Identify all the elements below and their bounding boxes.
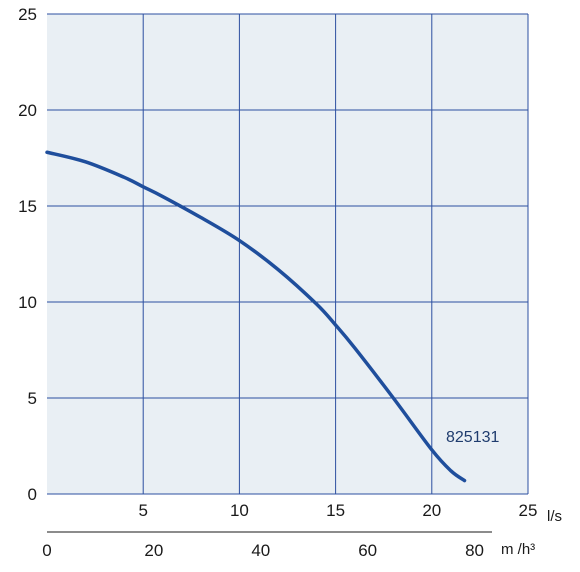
series-line-825131 [45, 150, 467, 483]
grid-lines [47, 13, 529, 494]
x2-tick-labels: 0 20 40 60 80 [42, 541, 484, 560]
y-tick-labels: 0 5 10 15 20 25 [18, 5, 37, 504]
plot-background [47, 14, 528, 494]
y-tick-label: 25 [18, 5, 37, 24]
y-tick-label: 20 [18, 101, 37, 120]
series-label: 825131 [446, 429, 499, 446]
y-tick-label: 5 [28, 389, 37, 408]
x2-tick-label: 80 [465, 541, 484, 560]
y-tick-label: 0 [28, 485, 37, 504]
x2-tick-label: 0 [42, 541, 51, 560]
x2-tick-label: 60 [358, 541, 377, 560]
x2-tick-label: 40 [251, 541, 270, 560]
x-tick-label: 5 [138, 501, 147, 520]
x-axis-unit-label: l/s [547, 508, 562, 525]
x-tick-label: 25 [519, 501, 538, 520]
x-tick-label: 10 [230, 501, 249, 520]
x2-tick-label: 20 [144, 541, 163, 560]
y-tick-label: 15 [18, 197, 37, 216]
x-tick-label: 20 [422, 501, 441, 520]
x-tick-labels: 5 10 15 20 25 [138, 501, 537, 520]
x-tick-label: 15 [326, 501, 345, 520]
y-tick-label: 10 [18, 293, 37, 312]
x2-axis-unit-label: m /h³ [501, 541, 535, 558]
